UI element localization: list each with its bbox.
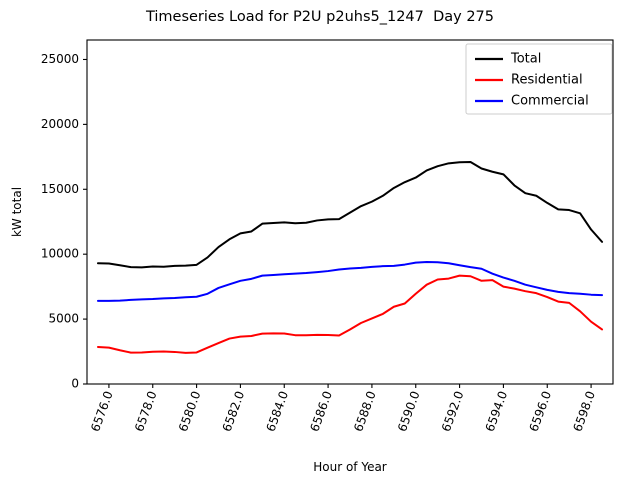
x-tick-label: 6594.0: [483, 389, 511, 433]
plot-border: [86, 39, 614, 385]
chart-title: Timeseries Load for P2U p2uhs5_1247 Day …: [145, 9, 495, 25]
series-lines: [96, 161, 604, 354]
y-tick-label: 15000: [41, 182, 79, 196]
y-tick-label: 5000: [48, 312, 79, 326]
y-tick-label: 25000: [41, 52, 79, 66]
series-line-commercial: [96, 260, 604, 302]
x-tick-label: 6598.0: [570, 389, 598, 433]
x-tick-label: 6582.0: [220, 389, 248, 433]
x-tick-label: 6590.0: [395, 389, 423, 433]
x-tick-label: 6596.0: [527, 389, 555, 433]
x-tick-label: 6584.0: [264, 389, 292, 433]
legend-background: [465, 43, 613, 115]
x-tick-label: 6580.0: [176, 389, 204, 433]
axes: [86, 39, 614, 385]
series-line-total: [96, 161, 604, 269]
legend-label-total[interactable]: Total: [510, 52, 541, 67]
y-axis-label: kW total: [10, 187, 24, 237]
x-tick-label: 6592.0: [439, 389, 467, 433]
y-tick-label: 10000: [41, 247, 79, 261]
x-tick-label: 6586.0: [307, 389, 335, 433]
series-line-residential: [96, 274, 604, 354]
legend-label-residential[interactable]: Residential: [511, 73, 583, 88]
x-axis-label: Hour of Year: [313, 460, 387, 474]
legend-label-commercial[interactable]: Commercial: [511, 94, 589, 109]
y-tick-label: 0: [71, 377, 79, 391]
chart-legend[interactable]: Total Residential Commercial: [465, 43, 613, 115]
y-tick-label: 20000: [41, 117, 79, 131]
x-tick-label: 6576.0: [88, 389, 116, 433]
x-tick-label: 6578.0: [132, 389, 160, 433]
axis-ticks: [83, 58, 592, 388]
x-tick-label: 6588.0: [351, 389, 379, 433]
